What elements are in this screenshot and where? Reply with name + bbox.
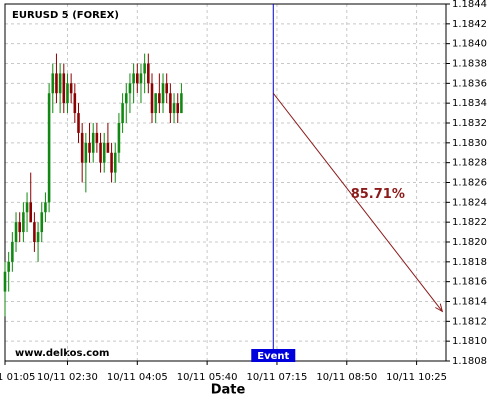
candle-body (91, 132, 95, 153)
candle-body (62, 73, 66, 104)
event-box (251, 349, 296, 362)
candle-body (88, 142, 91, 153)
candle-body (36, 232, 40, 242)
candle-body (73, 93, 77, 114)
candle-body (22, 212, 25, 233)
candle-body (33, 222, 36, 242)
candle-body (66, 83, 69, 104)
plot-frame (4, 3, 447, 362)
candle-body (161, 83, 165, 104)
candle-body (106, 142, 110, 153)
candle-body (176, 103, 180, 114)
y-tick-label: 1.1826 (452, 178, 487, 189)
candle-body (11, 242, 14, 262)
chart-title: EURUSD 5 (FOREX) (12, 10, 119, 21)
candle-body (58, 73, 62, 94)
y-tick-label: 1.1822 (452, 217, 487, 228)
y-tick-label: 1.1828 (452, 158, 487, 169)
y-tick-label: 1.1808 (452, 356, 487, 367)
candle-body (139, 73, 143, 84)
candle-body (113, 152, 117, 173)
x-axis-label: Date (211, 383, 246, 398)
candle-body (29, 202, 33, 223)
candle-body (147, 63, 150, 84)
x-tick-label: 10/11 04:05 (107, 372, 168, 383)
y-tick-label: 1.1838 (452, 59, 487, 70)
candle-body (165, 83, 168, 94)
y-tick-label: 1.1814 (452, 297, 487, 308)
candle-body (51, 73, 55, 94)
candle-body (128, 83, 132, 94)
candle-body (80, 132, 84, 163)
candle-body (55, 73, 58, 94)
candle-body (7, 261, 10, 272)
y-tick-label: 1.1842 (452, 19, 487, 30)
candle-body (95, 132, 99, 143)
candle-body (18, 222, 21, 233)
event-label: Event (257, 351, 289, 362)
y-tick-label: 1.1834 (452, 98, 487, 109)
candle-body (121, 103, 124, 123)
y-tick-label: 1.1830 (452, 138, 487, 149)
y-tick-label: 1.1840 (452, 39, 487, 50)
y-tick-label: 1.1824 (452, 197, 487, 208)
candle-body (44, 202, 47, 213)
candle-body (110, 152, 113, 173)
candle-body (136, 73, 139, 84)
candle-body (158, 93, 161, 104)
candle-body (77, 113, 80, 133)
forecast-label: 85.71% (351, 187, 405, 202)
candle-body (150, 83, 154, 114)
arrow-head (435, 303, 444, 313)
y-tick-label: 1.1820 (452, 237, 487, 248)
x-tick-label: 10/11 05:40 (177, 372, 238, 383)
forecast-arrow (272, 92, 443, 312)
candle-body (14, 222, 18, 242)
candle-body (180, 93, 183, 114)
candle-body (172, 103, 176, 114)
candle-body (143, 63, 146, 74)
watermark: www.delkos.com (15, 348, 109, 359)
candle-body (69, 83, 73, 94)
candle-body (102, 142, 106, 163)
candle-body (99, 142, 102, 163)
candle-body (154, 93, 157, 114)
candle-body (3, 271, 7, 292)
y-tick-label: 1.1832 (452, 118, 487, 129)
y-tick-label: 1.1810 (452, 336, 487, 347)
x-tick-label: 10/11 01:05 (0, 372, 35, 383)
x-tick-label: 10/11 08:50 (316, 372, 377, 383)
y-tick-label: 1.1816 (452, 277, 487, 288)
y-tick-label: 1.1818 (452, 257, 487, 268)
candle-body (124, 93, 128, 104)
y-tick-label: 1.1812 (452, 316, 487, 327)
candle-body (169, 93, 172, 114)
x-tick-label: 10/11 02:30 (37, 372, 98, 383)
candle-body (47, 93, 51, 203)
y-tick-label: 1.1844 (452, 0, 487, 10)
candle-body (132, 73, 135, 84)
y-tick-label: 1.1836 (452, 78, 487, 89)
candle-body (84, 142, 88, 163)
candle-body (40, 212, 44, 233)
x-tick-label: 10/11 07:15 (247, 372, 308, 383)
candle-body (117, 123, 121, 153)
x-tick-label: 10/11 10:25 (386, 372, 447, 383)
candle-body (25, 202, 29, 213)
